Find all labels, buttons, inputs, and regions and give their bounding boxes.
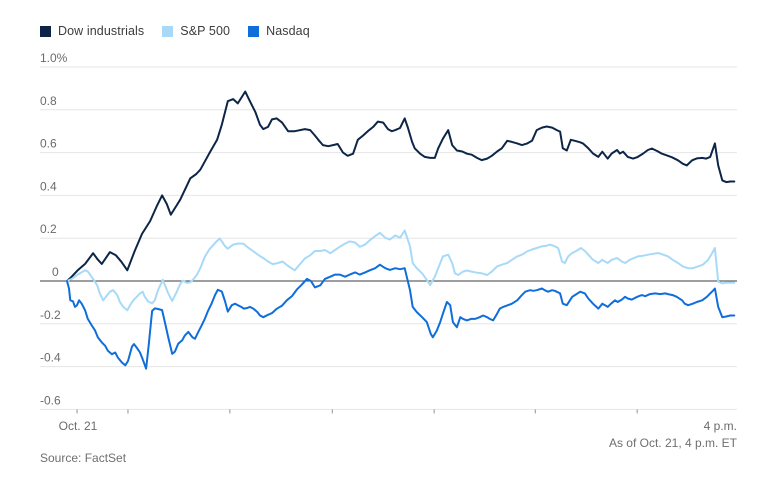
y-axis-label: 0.6 [40, 137, 57, 151]
y-axis-label: 0.4 [40, 179, 57, 193]
legend: Dow industrials S&P 500 Nasdaq [40, 24, 310, 38]
x-axis-date-label: Oct. 21 [58, 419, 98, 433]
y-axis-label: -0.2 [40, 308, 61, 322]
as-of-note: As of Oct. 21, 4 p.m. ET [608, 436, 737, 450]
legend-item-s-p-500: S&P 500 [162, 24, 230, 38]
legend-swatch [248, 25, 260, 37]
legend-label: Nasdaq [266, 24, 310, 38]
legend-swatch [40, 25, 51, 37]
legend-item-nasdaq: Nasdaq [248, 24, 310, 38]
y-axis-label: -0.4 [40, 351, 61, 365]
y-axis-label: 1.0% [40, 51, 68, 65]
y-axis-label: -0.6 [40, 393, 61, 407]
series-line-dow-industrials [66, 90, 736, 282]
series-line-nasdaq [66, 263, 736, 370]
source-credit: Source: FactSet [40, 451, 127, 465]
series-line-s-p-500 [66, 229, 736, 312]
legend-swatch [162, 25, 174, 37]
legend-label: Dow industrials [58, 24, 145, 38]
legend-item-dow-industrials: Dow industrials [40, 24, 144, 38]
x-axis-close-label: 4 p.m. [703, 419, 737, 433]
legend-label: S&P 500 [180, 24, 231, 38]
y-axis-label: 0.2 [40, 222, 57, 236]
y-axis-label: 0.8 [40, 94, 57, 108]
y-axis-label: 0 [52, 265, 59, 279]
